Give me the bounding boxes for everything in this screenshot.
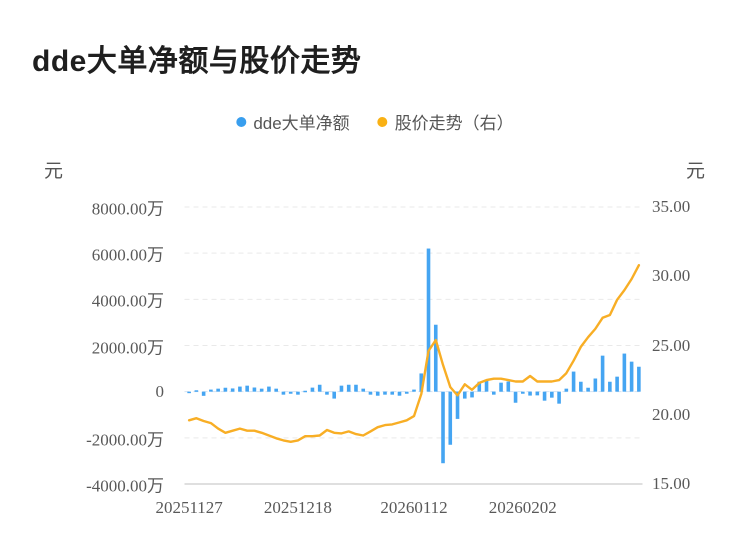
net-amount-bar xyxy=(448,391,453,445)
net-amount-bar xyxy=(368,391,373,395)
left-axis-unit: 元 xyxy=(44,161,64,182)
net-amount-bar xyxy=(593,378,598,392)
net-amount-bar xyxy=(223,387,228,392)
net-amount-bar xyxy=(216,388,220,392)
y-axis-tick-label-left: 6000.00万 xyxy=(91,245,164,265)
y-axis-tick-label-right: 20.00 xyxy=(652,404,691,424)
net-amount-bar xyxy=(528,391,532,396)
legend-label: dde大单净额 xyxy=(253,114,350,133)
net-amount-bar xyxy=(346,384,351,392)
y-axis-tick-label-right: 15.00 xyxy=(652,474,691,493)
right-axis-unit: 元 xyxy=(686,161,706,182)
legend-dot-icon xyxy=(236,116,247,127)
legend-item-net-amount[interactable]: dde大单净额 xyxy=(236,109,350,134)
net-amount-bar xyxy=(629,361,634,392)
y-axis-tick-label-left: 4000.00万 xyxy=(91,291,164,311)
net-amount-bar xyxy=(491,391,496,395)
y-axis-tick-label-right: 35.00 xyxy=(652,197,691,216)
y-axis-tick-label-right: 30.00 xyxy=(652,266,691,286)
net-amount-bar xyxy=(194,390,199,392)
y-axis-tick-label-left: -2000.00万 xyxy=(86,430,164,450)
legend-dot-icon xyxy=(377,116,388,127)
net-amount-bar xyxy=(586,387,590,392)
net-amount-bar xyxy=(375,391,380,396)
x-axis-tick-label: 20251218 xyxy=(263,498,332,517)
y-axis-tick-label-left: 2000.00万 xyxy=(91,338,164,357)
net-amount-bar xyxy=(361,388,366,392)
net-amount-bar xyxy=(513,391,518,403)
x-axis-tick-label: 20251127 xyxy=(155,498,223,517)
net-amount-bar xyxy=(521,391,525,394)
y-axis-tick-label-left: -4000.00万 xyxy=(86,476,164,496)
net-amount-bar xyxy=(470,391,474,398)
net-amount-bar xyxy=(339,385,344,392)
y-axis-tick-label-left: 8000.00万 xyxy=(91,199,164,219)
net-amount-bar xyxy=(571,371,576,392)
net-amount-bar xyxy=(354,384,358,392)
net-amount-bar xyxy=(615,376,619,392)
net-amount-bar xyxy=(484,379,489,392)
net-amount-bar xyxy=(412,389,416,392)
net-amount-bar xyxy=(426,248,431,392)
net-amount-bar xyxy=(238,386,242,392)
net-amount-bar xyxy=(288,391,293,394)
net-amount-bar xyxy=(325,391,329,395)
net-amount-bar xyxy=(622,353,627,392)
x-axis-tick-label: 20260112 xyxy=(380,498,448,517)
net-amount-bar xyxy=(608,381,612,392)
net-amount-bar xyxy=(579,381,583,392)
net-amount-bar xyxy=(267,386,271,392)
net-amount-bar xyxy=(281,391,286,395)
legend-item-price[interactable]: 股价走势（右） xyxy=(377,109,514,134)
net-amount-bar xyxy=(383,391,387,395)
net-amount-bar xyxy=(441,391,445,464)
net-amount-bar xyxy=(404,391,409,394)
net-amount-bar xyxy=(296,391,300,395)
net-amount-bar xyxy=(542,391,547,401)
net-amount-bar xyxy=(637,366,641,392)
net-amount-bar xyxy=(303,390,307,393)
net-amount-bar xyxy=(564,388,569,392)
net-amount-bar xyxy=(506,381,511,392)
net-amount-bar xyxy=(201,391,206,396)
net-amount-bar xyxy=(310,387,315,392)
net-amount-bar xyxy=(397,391,402,396)
net-amount-bar xyxy=(390,391,395,395)
net-amount-bar xyxy=(230,388,235,392)
net-amount-bar xyxy=(252,387,257,392)
net-amount-bar xyxy=(332,391,337,399)
net-amount-bar xyxy=(477,381,482,392)
y-axis-tick-label-left: 0 xyxy=(155,381,165,401)
net-amount-bar xyxy=(187,391,191,394)
net-amount-bar xyxy=(209,389,213,392)
net-amount-bar xyxy=(317,384,322,392)
net-amount-bar xyxy=(600,355,605,392)
page-title: dde大单净额与股价走势 xyxy=(32,45,362,78)
price-line xyxy=(187,264,641,443)
net-amount-bar xyxy=(557,391,561,404)
net-amount-bar xyxy=(550,391,554,398)
net-amount-bar xyxy=(499,382,503,392)
x-axis-tick-label: 20260202 xyxy=(488,498,557,517)
net-amount-bar xyxy=(259,388,264,392)
net-amount-bar xyxy=(455,391,460,419)
net-amount-bar xyxy=(433,324,438,392)
net-amount-bar xyxy=(274,388,278,392)
legend: dde大单净额 股价走势（右） xyxy=(236,109,514,134)
net-amount-bar xyxy=(419,373,424,392)
legend-label: 股价走势（右） xyxy=(394,114,514,133)
y-axis-tick-label-right: 25.00 xyxy=(652,335,691,355)
net-amount-bar xyxy=(462,391,467,399)
net-amount-bar xyxy=(245,385,249,392)
net-amount-bar xyxy=(535,391,540,396)
